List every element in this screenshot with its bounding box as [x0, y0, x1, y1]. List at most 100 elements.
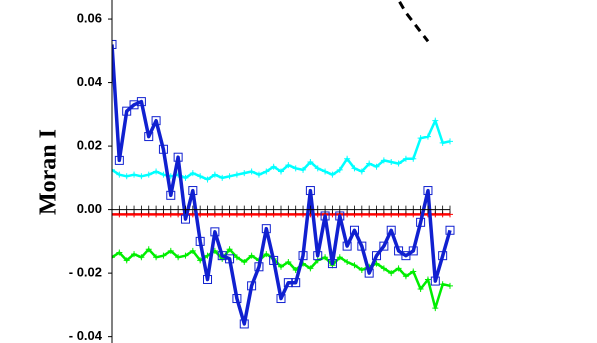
point-marker — [189, 170, 196, 177]
point-marker — [285, 162, 292, 169]
point-marker — [167, 247, 174, 254]
point-marker — [217, 251, 227, 261]
point-marker — [225, 254, 235, 264]
point-marker — [439, 139, 446, 146]
point-marker — [447, 138, 453, 145]
point-marker — [255, 171, 262, 178]
point-marker — [439, 281, 446, 288]
point-marker — [241, 170, 248, 177]
point-marker — [248, 252, 255, 259]
point-marker — [307, 265, 314, 272]
point-marker — [379, 241, 389, 251]
point-marker — [211, 171, 218, 178]
point-marker — [239, 319, 249, 329]
point-marker — [112, 39, 117, 49]
point-marker — [410, 268, 417, 275]
point-marker — [261, 224, 271, 234]
point-marker — [241, 259, 248, 266]
point-marker — [116, 249, 123, 256]
point-marker — [263, 168, 270, 175]
point-marker — [254, 262, 264, 272]
point-marker — [112, 211, 115, 218]
point-marker — [349, 225, 359, 235]
point-marker — [430, 276, 440, 286]
point-marker — [144, 132, 154, 142]
point-marker — [175, 254, 182, 261]
point-marker — [336, 254, 343, 261]
point-marker — [401, 251, 411, 261]
point-marker — [129, 100, 139, 110]
point-marker — [424, 133, 431, 140]
point-marker — [358, 168, 365, 175]
point-marker — [447, 282, 453, 289]
point-marker — [358, 266, 365, 273]
y-tick-label: 0.02 — [77, 138, 102, 153]
point-marker — [395, 160, 402, 167]
y-tick-label: - 0.02 — [69, 265, 102, 280]
point-marker — [278, 168, 284, 175]
point-marker — [417, 135, 424, 142]
point-marker — [180, 214, 190, 224]
point-marker — [285, 259, 292, 266]
point-marker — [247, 281, 257, 291]
point-marker — [122, 106, 132, 116]
point-marker — [278, 263, 284, 270]
point-marker — [424, 276, 431, 283]
point-marker — [276, 294, 286, 304]
point-marker — [153, 254, 160, 261]
point-marker — [327, 259, 337, 269]
point-marker — [300, 166, 307, 173]
point-marker — [173, 152, 183, 162]
point-marker — [166, 190, 176, 200]
point-marker — [351, 262, 358, 269]
point-marker — [114, 155, 124, 165]
point-marker — [322, 168, 329, 175]
point-marker — [283, 278, 293, 288]
point-marker — [322, 254, 329, 261]
point-marker — [270, 163, 277, 170]
point-marker — [233, 171, 240, 178]
plot-area — [112, 0, 455, 329]
point-marker — [307, 158, 314, 165]
point-marker — [314, 257, 321, 264]
point-marker — [151, 116, 161, 126]
point-marker — [136, 97, 146, 107]
point-marker — [342, 241, 352, 251]
point-marker — [112, 254, 115, 261]
point-marker — [160, 171, 167, 178]
point-marker — [344, 155, 351, 162]
point-marker — [394, 246, 404, 256]
point-marker — [432, 305, 439, 312]
point-marker — [313, 251, 323, 261]
point-marker — [131, 251, 138, 258]
point-marker — [145, 246, 152, 253]
point-marker — [226, 173, 233, 180]
point-marker — [131, 171, 138, 178]
point-marker — [182, 252, 189, 259]
point-marker — [364, 268, 374, 278]
point-marker — [226, 246, 233, 253]
point-marker — [372, 251, 382, 261]
point-marker — [116, 171, 123, 178]
point-marker — [292, 165, 299, 172]
y-tick-label: 0.06 — [77, 10, 102, 25]
point-marker — [248, 168, 255, 175]
point-marker — [408, 246, 418, 256]
point-marker — [386, 225, 396, 235]
point-marker — [423, 186, 433, 196]
point-marker — [269, 255, 279, 265]
point-marker — [373, 163, 380, 170]
point-marker — [232, 294, 242, 304]
point-marker — [160, 252, 167, 259]
point-marker — [438, 251, 448, 261]
point-marker — [112, 166, 115, 173]
point-marker — [233, 254, 240, 261]
point-marker — [219, 174, 226, 181]
point-marker — [210, 227, 220, 237]
point-marker — [305, 186, 315, 196]
point-marker — [329, 171, 336, 178]
point-marker — [344, 259, 351, 266]
point-marker — [402, 273, 409, 280]
point-marker — [123, 257, 130, 264]
